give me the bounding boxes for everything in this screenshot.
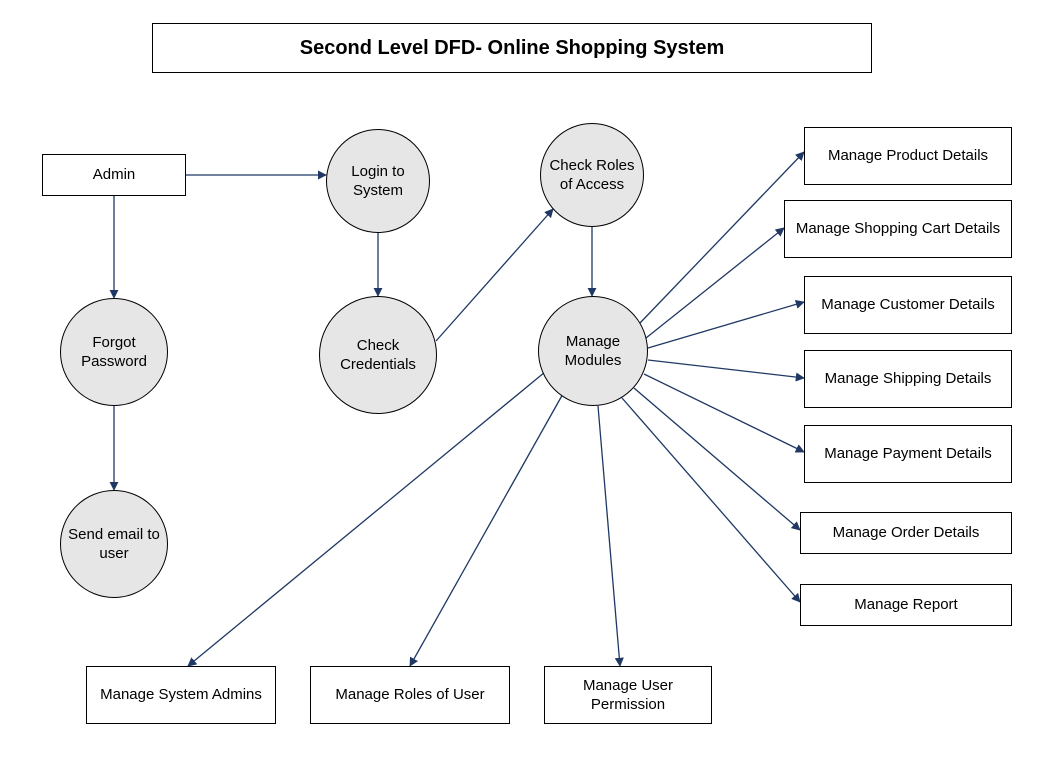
node-label-m_sys_admins: Manage System Admins bbox=[100, 685, 262, 705]
edge-8 bbox=[648, 302, 804, 348]
node-label-login: Login to System bbox=[333, 162, 423, 201]
edge-9 bbox=[648, 360, 804, 378]
node-admin: Admin bbox=[42, 154, 186, 196]
node-label-admin: Admin bbox=[93, 165, 136, 185]
node-label-m_report: Manage Report bbox=[854, 595, 957, 615]
node-label-m_cart: Manage Shopping Cart Details bbox=[796, 219, 1000, 239]
node-m_report: Manage Report bbox=[800, 584, 1012, 626]
edge-3 bbox=[436, 209, 553, 341]
node-send_email: Send email to user bbox=[60, 490, 168, 598]
node-manage_mod: Manage Modules bbox=[538, 296, 648, 406]
edge-7 bbox=[646, 228, 784, 338]
node-label-m_customer: Manage Customer Details bbox=[821, 295, 994, 315]
edge-13 bbox=[188, 372, 545, 666]
edge-6 bbox=[640, 152, 804, 323]
node-label-m_order: Manage Order Details bbox=[833, 523, 980, 543]
node-m_payment: Manage Payment Details bbox=[804, 425, 1012, 483]
node-check_cred: Check Credentials bbox=[319, 296, 437, 414]
edge-10 bbox=[644, 374, 804, 452]
node-login: Login to System bbox=[326, 129, 430, 233]
node-m_cart: Manage Shopping Cart Details bbox=[784, 200, 1012, 258]
node-label-send_email: Send email to user bbox=[67, 525, 161, 564]
node-label-check_roles: Check Roles of Access bbox=[547, 156, 637, 195]
node-check_roles: Check Roles of Access bbox=[540, 123, 644, 227]
diagram-canvas: Second Level DFD- Online Shopping System… bbox=[0, 0, 1056, 777]
node-m_user_perm: Manage User Permission bbox=[544, 666, 712, 724]
edge-15 bbox=[598, 406, 620, 666]
node-m_customer: Manage Customer Details bbox=[804, 276, 1012, 334]
node-label-forgot: Forgot Password bbox=[67, 333, 161, 372]
node-title: Second Level DFD- Online Shopping System bbox=[152, 23, 872, 73]
node-m_shipping: Manage Shipping Details bbox=[804, 350, 1012, 408]
node-label-m_roles_user: Manage Roles of User bbox=[335, 685, 484, 705]
node-m_roles_user: Manage Roles of User bbox=[310, 666, 510, 724]
node-m_sys_admins: Manage System Admins bbox=[86, 666, 276, 724]
node-m_product: Manage Product Details bbox=[804, 127, 1012, 185]
edge-12 bbox=[622, 398, 800, 602]
node-label-title: Second Level DFD- Online Shopping System bbox=[300, 35, 725, 61]
node-label-m_product: Manage Product Details bbox=[828, 146, 988, 166]
node-forgot: Forgot Password bbox=[60, 298, 168, 406]
node-label-check_cred: Check Credentials bbox=[326, 336, 430, 375]
node-label-manage_mod: Manage Modules bbox=[545, 332, 641, 371]
edge-11 bbox=[634, 388, 800, 530]
node-m_order: Manage Order Details bbox=[800, 512, 1012, 554]
node-label-m_user_perm: Manage User Permission bbox=[551, 676, 705, 715]
edge-14 bbox=[410, 392, 564, 666]
node-label-m_payment: Manage Payment Details bbox=[824, 444, 992, 464]
node-label-m_shipping: Manage Shipping Details bbox=[825, 369, 992, 389]
